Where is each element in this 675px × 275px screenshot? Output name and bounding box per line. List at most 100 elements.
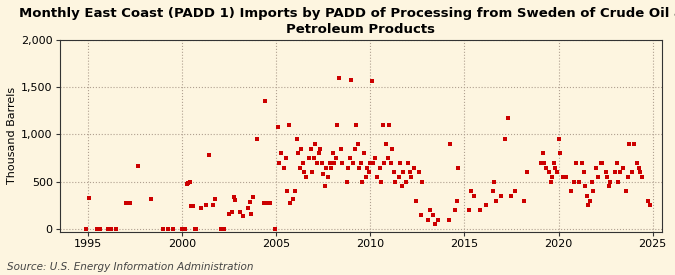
Point [618, 165, 628, 170]
Point [627, 170, 638, 174]
Point [196, 206, 207, 210]
Point [305, 147, 316, 151]
Point [428, 213, 439, 217]
Point [429, 222, 440, 227]
Point [275, 151, 286, 156]
Point [637, 175, 647, 179]
Point [203, 153, 214, 158]
Point [188, 204, 198, 208]
Point [259, 200, 269, 205]
Point [365, 161, 376, 165]
Point [313, 151, 324, 156]
Point [544, 170, 555, 174]
Point [500, 137, 510, 141]
Point [290, 189, 300, 193]
Point [554, 137, 564, 141]
Point [522, 170, 533, 174]
Point [489, 180, 500, 184]
Point [643, 199, 653, 203]
Point [163, 227, 173, 231]
Point [200, 203, 211, 208]
Point [536, 161, 547, 165]
Point [272, 125, 283, 129]
Point [506, 194, 517, 198]
Point [393, 175, 404, 179]
Point [294, 165, 305, 170]
Point [580, 184, 591, 189]
Point [95, 227, 106, 231]
Point [603, 184, 614, 189]
Text: Source: U.S. Energy Information Administration: Source: U.S. Energy Information Administ… [7, 262, 253, 272]
Point [464, 208, 475, 212]
Point [475, 208, 485, 212]
Point [310, 142, 321, 146]
Point [362, 165, 373, 170]
Point [555, 151, 566, 156]
Point [189, 227, 200, 231]
Point [284, 123, 294, 127]
Point [388, 170, 399, 174]
Point [356, 161, 367, 165]
Point [588, 189, 599, 193]
Point [387, 147, 398, 151]
Point [219, 227, 230, 231]
Point [323, 175, 333, 179]
Point [103, 227, 113, 231]
Point [242, 206, 253, 210]
Point [228, 195, 239, 199]
Point [92, 227, 103, 231]
Point [296, 147, 306, 151]
Point [247, 195, 258, 199]
Point [357, 180, 368, 184]
Point [337, 161, 348, 165]
Point [611, 161, 622, 165]
Point [363, 170, 374, 174]
Point [600, 170, 611, 174]
Point [445, 142, 456, 146]
Point [304, 156, 315, 160]
Point [566, 189, 576, 193]
Point [518, 199, 529, 203]
Point [235, 210, 246, 214]
Point [208, 203, 219, 208]
Point [581, 194, 592, 198]
Point [120, 200, 131, 205]
Point [343, 165, 354, 170]
Point [415, 213, 426, 217]
Point [184, 180, 195, 184]
Point [385, 161, 396, 165]
Point [406, 175, 416, 179]
Point [371, 175, 382, 179]
Point [375, 165, 385, 170]
Point [216, 227, 227, 231]
Point [288, 197, 299, 201]
Point [574, 180, 585, 184]
Point [547, 175, 558, 179]
Point [84, 196, 95, 200]
Point [558, 175, 568, 179]
Point [351, 123, 362, 127]
Point [111, 227, 122, 231]
Point [308, 156, 319, 160]
Point [586, 180, 597, 184]
Point [425, 208, 435, 212]
Point [622, 175, 633, 179]
Point [145, 197, 156, 201]
Point [383, 123, 394, 127]
Point [183, 180, 194, 185]
Point [315, 147, 325, 151]
Point [491, 199, 502, 203]
Point [167, 227, 178, 231]
Point [125, 200, 136, 205]
Point [326, 165, 337, 170]
Point [402, 161, 413, 165]
Point [223, 212, 234, 216]
Point [348, 161, 358, 165]
Point [578, 170, 589, 174]
Point [605, 180, 616, 184]
Point [180, 227, 190, 231]
Point [379, 161, 390, 165]
Point [545, 180, 556, 184]
Point [246, 212, 256, 216]
Point [423, 217, 434, 222]
